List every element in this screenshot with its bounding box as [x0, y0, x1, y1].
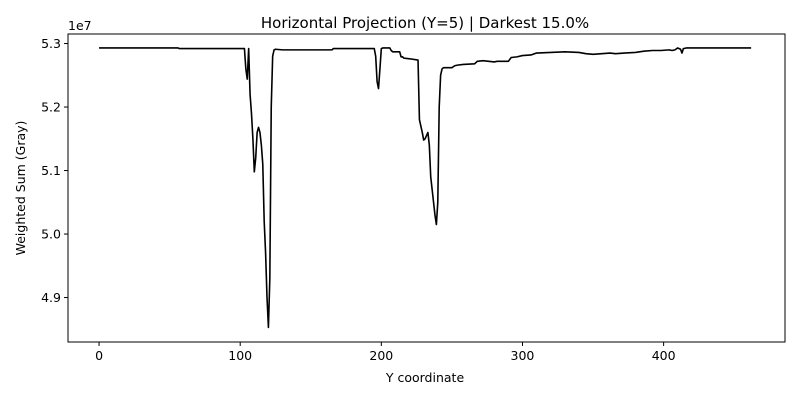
series-line — [99, 47, 752, 329]
y-tick-label: 5.2 — [41, 100, 61, 115]
y-tick-label: 5.3 — [41, 36, 61, 51]
x-tick-label: 100 — [228, 348, 252, 363]
plot-area — [67, 33, 786, 343]
y-offset-label: 1e7 — [68, 18, 92, 33]
x-tick-label: 300 — [511, 348, 535, 363]
x-axis-ticks: 0 100 200 300 400 — [95, 342, 676, 363]
y-tick-label: 4.9 — [41, 290, 61, 305]
y-axis-label: Weighted Sum (Gray) — [13, 121, 28, 256]
y-tick-label: 5.1 — [41, 163, 61, 178]
y-axis-ticks: 4.9 5.0 5.1 5.2 5.3 — [41, 36, 68, 305]
plot-frame — [67, 33, 786, 343]
x-tick-label: 200 — [369, 348, 393, 363]
chart-title: Horizontal Projection (Y=5) | Darkest 15… — [261, 14, 589, 32]
x-axis-label: Y coordinate — [385, 370, 465, 385]
x-tick-label: 0 — [95, 348, 103, 363]
y-tick-label: 5.0 — [41, 227, 61, 242]
x-tick-label: 400 — [652, 348, 676, 363]
